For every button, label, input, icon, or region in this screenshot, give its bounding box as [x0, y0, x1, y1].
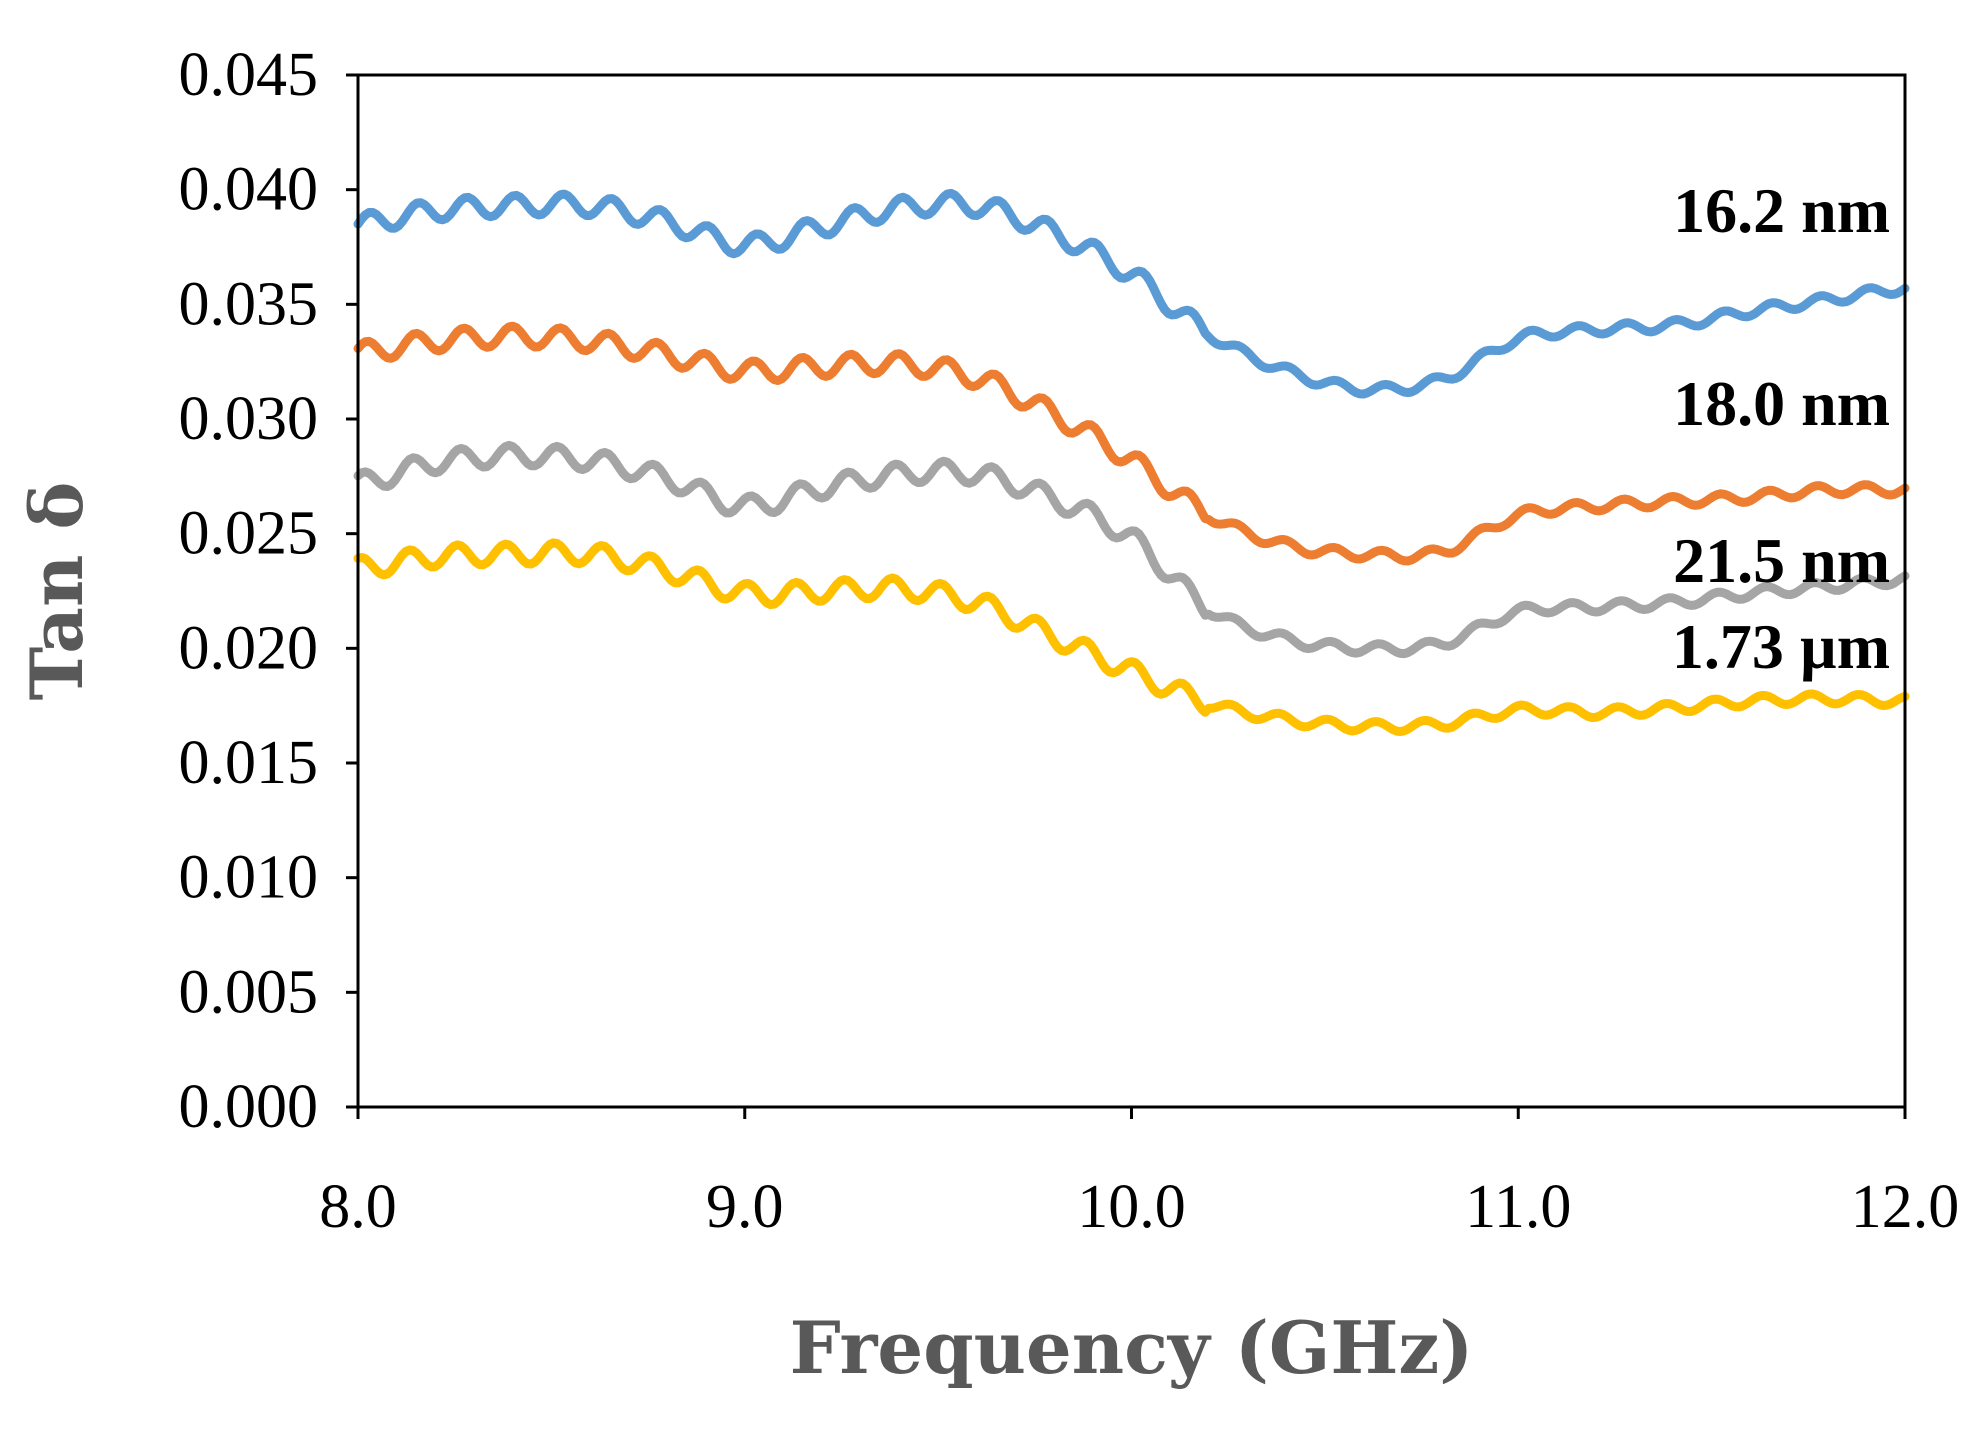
series-line [353, 321, 1910, 566]
x-tick-label: 12.0 [1851, 1173, 1960, 1241]
x-tick-label: 11.0 [1465, 1173, 1571, 1241]
series-label: 16.2 nm [1673, 175, 1890, 246]
series-line [353, 440, 1910, 659]
y-tick-label: 0.035 [179, 270, 319, 338]
series-layer [353, 188, 1910, 736]
y-tick-labels: 0.000 0.005 0.010 0.015 0.020 0.025 0.030 0.035… [179, 41, 319, 1141]
x-tick-label: 9.0 [706, 1173, 784, 1241]
series-line [353, 188, 1910, 399]
tick-marks [346, 73, 1907, 1119]
y-axis-title: Tan δ [14, 482, 99, 701]
series-label: 21.5 nm [1673, 525, 1890, 596]
y-tick-label: 0.045 [179, 41, 319, 109]
y-tick-label: 0.025 [179, 500, 319, 568]
x-tick-label: 10.0 [1077, 1173, 1186, 1241]
x-tick-labels: 8.0 9.0 10.0 11.0 12.0 [319, 1173, 1959, 1241]
y-tick-label: 0.040 [179, 156, 319, 224]
series-label: 18.0 nm [1673, 368, 1890, 439]
series-line [353, 538, 1910, 736]
y-tick-label: 0.000 [179, 1073, 319, 1141]
x-axis-title: Frequency (GHz) [790, 1305, 1474, 1390]
y-tick-label: 0.015 [179, 729, 319, 797]
series-label: 1.73 µm [1672, 611, 1890, 682]
series-labels: 16.2 nm 18.0 nm 21.5 nm 1.73 µm [1672, 175, 1890, 682]
x-tick-label: 8.0 [319, 1173, 397, 1241]
y-tick-label: 0.020 [179, 614, 319, 682]
y-tick-label: 0.005 [179, 958, 319, 1026]
y-tick-label: 0.010 [179, 844, 319, 912]
y-tick-label: 0.030 [179, 385, 319, 453]
